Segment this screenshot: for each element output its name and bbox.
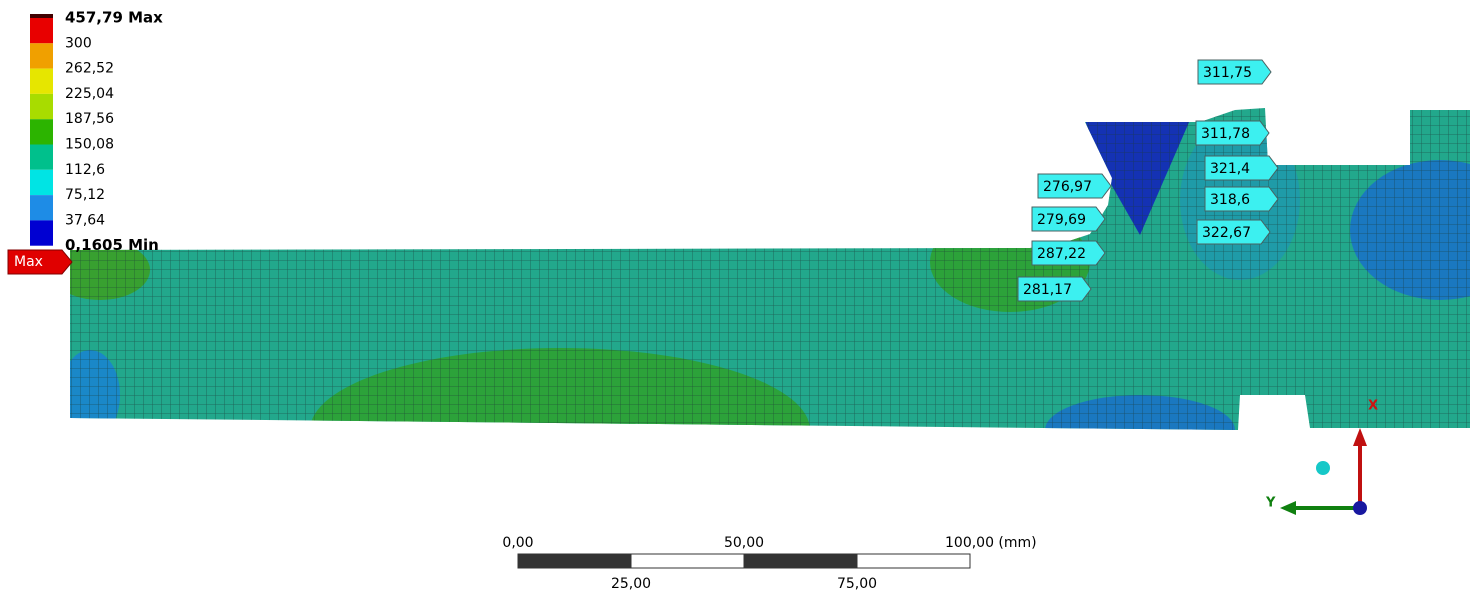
x-arrow-head <box>1353 428 1367 446</box>
legend-label: 112,6 <box>65 162 105 178</box>
probe-box <box>1017 276 1092 302</box>
legend-band <box>30 169 53 196</box>
legend-band <box>30 18 53 44</box>
scale-segment <box>630 553 745 569</box>
y-arrow-head <box>1280 501 1296 515</box>
scale-label: 50,00 <box>724 535 764 551</box>
probe-box <box>1197 59 1272 85</box>
max-tag-box <box>7 249 73 275</box>
probe-label: 321,4 <box>1210 161 1250 177</box>
legend-band <box>30 220 53 246</box>
probe-box <box>1196 219 1271 245</box>
x-axis-label: X <box>1368 399 1378 414</box>
legend-label: 457,79 Max <box>65 9 163 27</box>
legend-band <box>30 93 53 120</box>
probe-box <box>1031 240 1106 266</box>
probe-label: 276,97 <box>1043 179 1092 195</box>
scale-label: 75,00 <box>837 576 877 592</box>
legend-label: 150,08 <box>65 137 114 153</box>
legend-band <box>30 195 53 221</box>
legend-label: 262,52 <box>65 61 114 77</box>
scale-segment <box>517 553 632 569</box>
probe-box <box>1037 173 1112 199</box>
legend-label: 0,1605 Min <box>65 236 159 254</box>
scale-segment <box>856 553 971 569</box>
probe-label: 281,17 <box>1023 282 1072 298</box>
probes: 311,75 311,78 321,4 318,6 322,67 276,97 279,69… <box>1017 59 1279 302</box>
scale-label: 25,00 <box>611 576 651 592</box>
triad: X Y <box>1265 399 1378 515</box>
legend-label: 225,04 <box>65 86 114 102</box>
scale-label: 100,00 (mm) <box>945 535 1037 551</box>
scale-segment <box>743 553 858 569</box>
legend-band <box>30 43 53 69</box>
probe-label: 287,22 <box>1037 246 1086 262</box>
probe-box <box>1204 186 1279 212</box>
legend-band <box>30 68 53 94</box>
legend-label: 75,12 <box>65 187 105 203</box>
probe-label: 322,67 <box>1202 225 1251 241</box>
probe-label: 311,78 <box>1201 126 1250 142</box>
scale-label: 0,00 <box>502 535 533 551</box>
y-axis-label: Y <box>1265 496 1276 511</box>
legend-band <box>30 14 53 19</box>
probe-box <box>1195 120 1270 146</box>
probe-label: 279,69 <box>1037 212 1086 228</box>
probe-box <box>1031 206 1106 232</box>
legend-label: 300 <box>65 35 92 51</box>
legend-band <box>30 119 53 145</box>
scale-bar: 0,00 50,00 100,00 (mm) 25,00 75,00 <box>502 535 1036 592</box>
legend-label: 187,56 <box>65 111 114 127</box>
max-tag: Max <box>14 254 43 270</box>
legend-label: 37,64 <box>65 212 105 228</box>
legend-band <box>30 144 53 170</box>
probe-box <box>1204 155 1279 181</box>
legend: 457,79 Max 300 262,52 225,04 187,56 150,08 112… <box>7 9 163 275</box>
z-dot <box>1353 501 1367 515</box>
triad-sphere <box>1316 461 1330 475</box>
probe-label: 311,75 <box>1203 65 1252 81</box>
probe-label: 318,6 <box>1210 192 1250 208</box>
